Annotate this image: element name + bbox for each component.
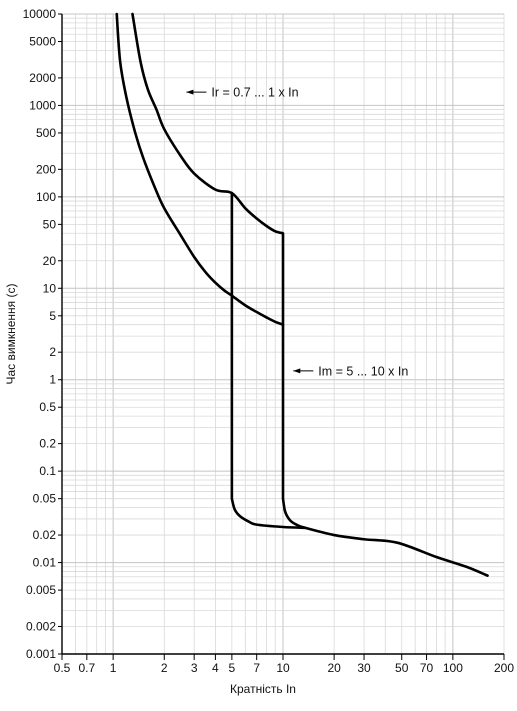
annotation-arrowhead [186,89,194,95]
y-tick-label: 0.01 [33,556,57,570]
x-tick-label: 20 [327,661,341,675]
y-tick-label: 10 [43,281,57,295]
x-tick-label: 200 [494,661,514,675]
y-tick-label: 5000 [29,35,56,49]
x-tick-label: 0.5 [54,661,71,675]
grid [61,13,505,655]
y-tick-label: 500 [36,126,56,140]
x-tick-label: 1 [110,661,117,675]
y-tick-label: 2000 [29,71,56,85]
y-tick-label: 0.05 [33,492,57,506]
x-tick-label: 70 [420,661,434,675]
annotation-label: Ir = 0.7 ... 1 x In [211,86,298,100]
y-tick-label: 20 [43,254,57,268]
curves [115,12,489,577]
y-tick-label: 1000 [29,98,56,112]
x-tick-label: 10 [276,661,290,675]
annotation-label: Im = 5 ... 10 x In [318,364,408,378]
y-tick-label: 0.02 [33,528,57,542]
curve-upper-bound [131,12,285,326]
annotations: Ir = 0.7 ... 1 x In Im = 5 ... 10 x In [186,86,408,378]
y-tick-label: 1 [49,373,56,387]
x-tick-label: 4 [212,661,219,675]
y-tick-label: 0.1 [39,464,56,478]
tick-labels: 0.5 0.7 1 2 3 4 5 7 10 20 30 50 70 100 2000.0010.0020.… [23,7,515,675]
x-tick-label: 0.7 [78,661,95,675]
y-tick-label: 5 [49,309,56,323]
y-tick-label: 0.2 [39,437,56,451]
x-tick-label: 30 [357,661,371,675]
x-tick-label: 3 [191,661,198,675]
x-tick-label: 7 [253,661,260,675]
y-tick-label: 50 [43,217,57,231]
y-tick-label: 0.001 [26,647,56,661]
y-tick-label: 0.5 [39,400,56,414]
curve-magnetic-5x [230,191,307,530]
y-tick-label: 200 [36,162,56,176]
plot-frame [58,13,505,660]
y-tick-label: 100 [36,190,56,204]
x-tick-label: 2 [161,661,168,675]
y-axis-label: Час вимкнення (с) [4,284,18,385]
x-tick-label: 50 [395,661,409,675]
y-tick-label: 2 [49,345,56,359]
y-tick-label: 0.002 [26,619,56,633]
annotation-arrowhead [293,368,301,374]
x-tick-label: 5 [229,661,236,675]
y-tick-label: 0.005 [26,583,56,597]
curve-lower-bound [115,12,489,577]
x-tick-label: 100 [443,661,463,675]
y-tick-label: 10000 [23,7,57,21]
x-axis-label: Кратність In [230,682,296,696]
